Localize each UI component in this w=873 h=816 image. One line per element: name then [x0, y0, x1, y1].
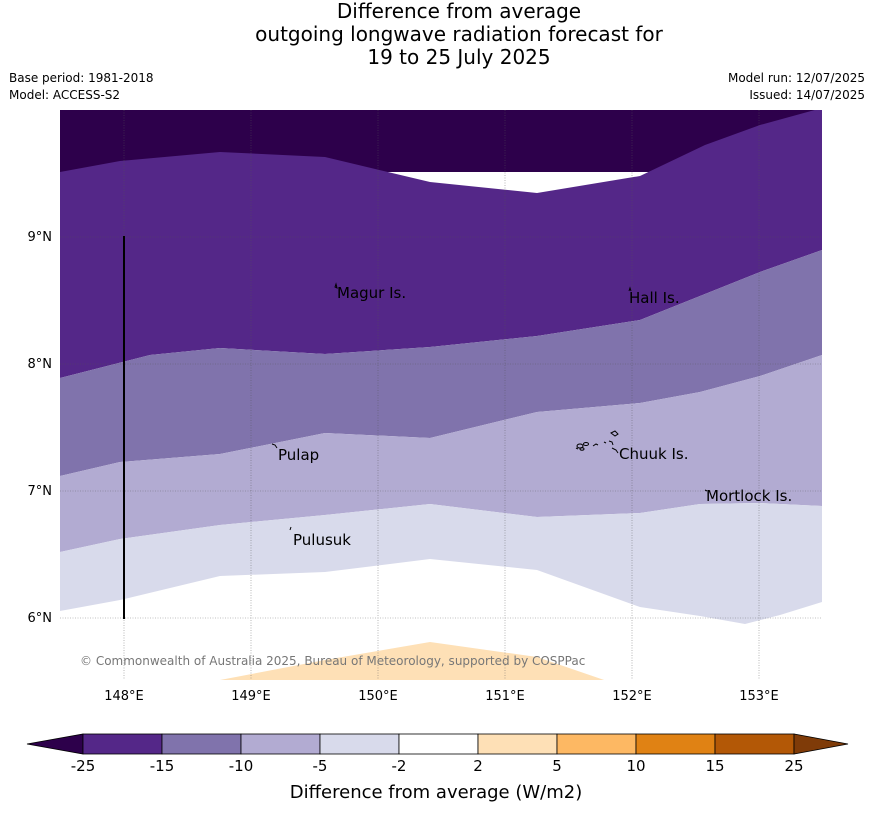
- colorbar-extend-low: [26, 733, 84, 755]
- colorbar-segment: [240, 733, 321, 755]
- colorbar-tick-label: 5: [552, 757, 562, 775]
- colorbar-tick-label: 15: [705, 757, 724, 775]
- lat-tick-8n: 8°N: [28, 357, 53, 372]
- colorbar-segment: [319, 733, 400, 755]
- lon-tick-149e: 149°E: [231, 689, 271, 704]
- lon-tick-152e: 152°E: [612, 689, 652, 704]
- colorbar: -25 -15 -10 -5 -2 2 5 10 15 25: [26, 733, 849, 775]
- colorbar-extend-high: [793, 733, 849, 755]
- model-text: Model: ACCESS-S2: [9, 88, 121, 102]
- mortlock-island-shape: [704, 489, 708, 492]
- colorbar-tick-label: -2: [392, 757, 407, 775]
- band-neg10-neg5: [60, 355, 822, 552]
- place-hall: Hall Is.: [629, 289, 680, 307]
- lon-tick-153e: 153°E: [739, 689, 779, 704]
- place-magur: Magur Is.: [337, 284, 406, 302]
- pulusuk-island-shape: [289, 526, 292, 531]
- colorbar-tick-label: 10: [626, 757, 645, 775]
- colorbar-tick-label: -25: [71, 757, 96, 775]
- colorbar-tick-label: -10: [229, 757, 254, 775]
- colorbar-segment: [161, 733, 242, 755]
- title-line-3: 19 to 25 July 2025: [367, 45, 551, 69]
- map-area: Magur Is. Hall Is. Pulap Chuuk Is. Mortl…: [60, 110, 822, 680]
- place-mortlock: Mortlock Is.: [706, 487, 792, 505]
- colorbar-segment: [477, 733, 558, 755]
- band-2-5: [220, 642, 605, 680]
- place-pulusuk: Pulusuk: [293, 531, 351, 549]
- meta-right: Model run: 12/07/2025 Issued: 14/07/2025: [728, 70, 865, 104]
- band-neg5-neg2: [60, 503, 822, 624]
- place-chuuk: Chuuk Is.: [619, 445, 688, 463]
- colorbar-tick-label: 25: [784, 757, 803, 775]
- colorbar-tick-label: 2: [473, 757, 483, 775]
- colorbar-tick-label: -5: [313, 757, 328, 775]
- meta-left: Base period: 1981-2018 Model: ACCESS-S2: [9, 70, 154, 104]
- band-neg15-neg10: [60, 250, 822, 476]
- issued-text: Issued: 14/07/2025: [749, 88, 865, 102]
- title-line-2: outgoing longwave radiation forecast for: [255, 22, 663, 46]
- lat-tick-7n: 7°N: [28, 484, 53, 499]
- band-neg25-neg15: [60, 110, 822, 378]
- place-pulap: Pulap: [278, 446, 319, 464]
- colorbar-title: Difference from average (W/m2): [290, 782, 582, 803]
- islands: [271, 282, 708, 531]
- lon-tick-150e: 150°E: [358, 689, 398, 704]
- magur-island-shape: [334, 282, 338, 289]
- lat-tick-9n: 9°N: [28, 230, 53, 245]
- model-run-text: Model run: 12/07/2025: [727, 71, 865, 85]
- colorbar-segment: [82, 733, 163, 755]
- colorbar-segment: [556, 733, 637, 755]
- colorbar-tick-label: -15: [150, 757, 175, 775]
- colorbar-segment: [714, 733, 795, 755]
- lon-tick-148e: 148°E: [104, 689, 144, 704]
- base-period-text: Base period: 1981-2018: [9, 71, 154, 85]
- lon-tick-151e: 151°E: [485, 689, 525, 704]
- chuuk-island-shapes: [575, 430, 619, 454]
- gridlines: [60, 110, 822, 680]
- title-line-1: Difference from average: [336, 0, 582, 23]
- hall-island-shape: [628, 286, 632, 292]
- pulap-island-shape: [271, 443, 278, 449]
- colorbar-segment: [398, 733, 479, 755]
- copyright-notice: © Commonwealth of Australia 2025, Bureau…: [80, 654, 585, 668]
- lat-tick-6n: 6°N: [28, 611, 53, 626]
- colorbar-segment: [635, 733, 716, 755]
- map-title: Difference from average outgoing longwav…: [0, 0, 873, 69]
